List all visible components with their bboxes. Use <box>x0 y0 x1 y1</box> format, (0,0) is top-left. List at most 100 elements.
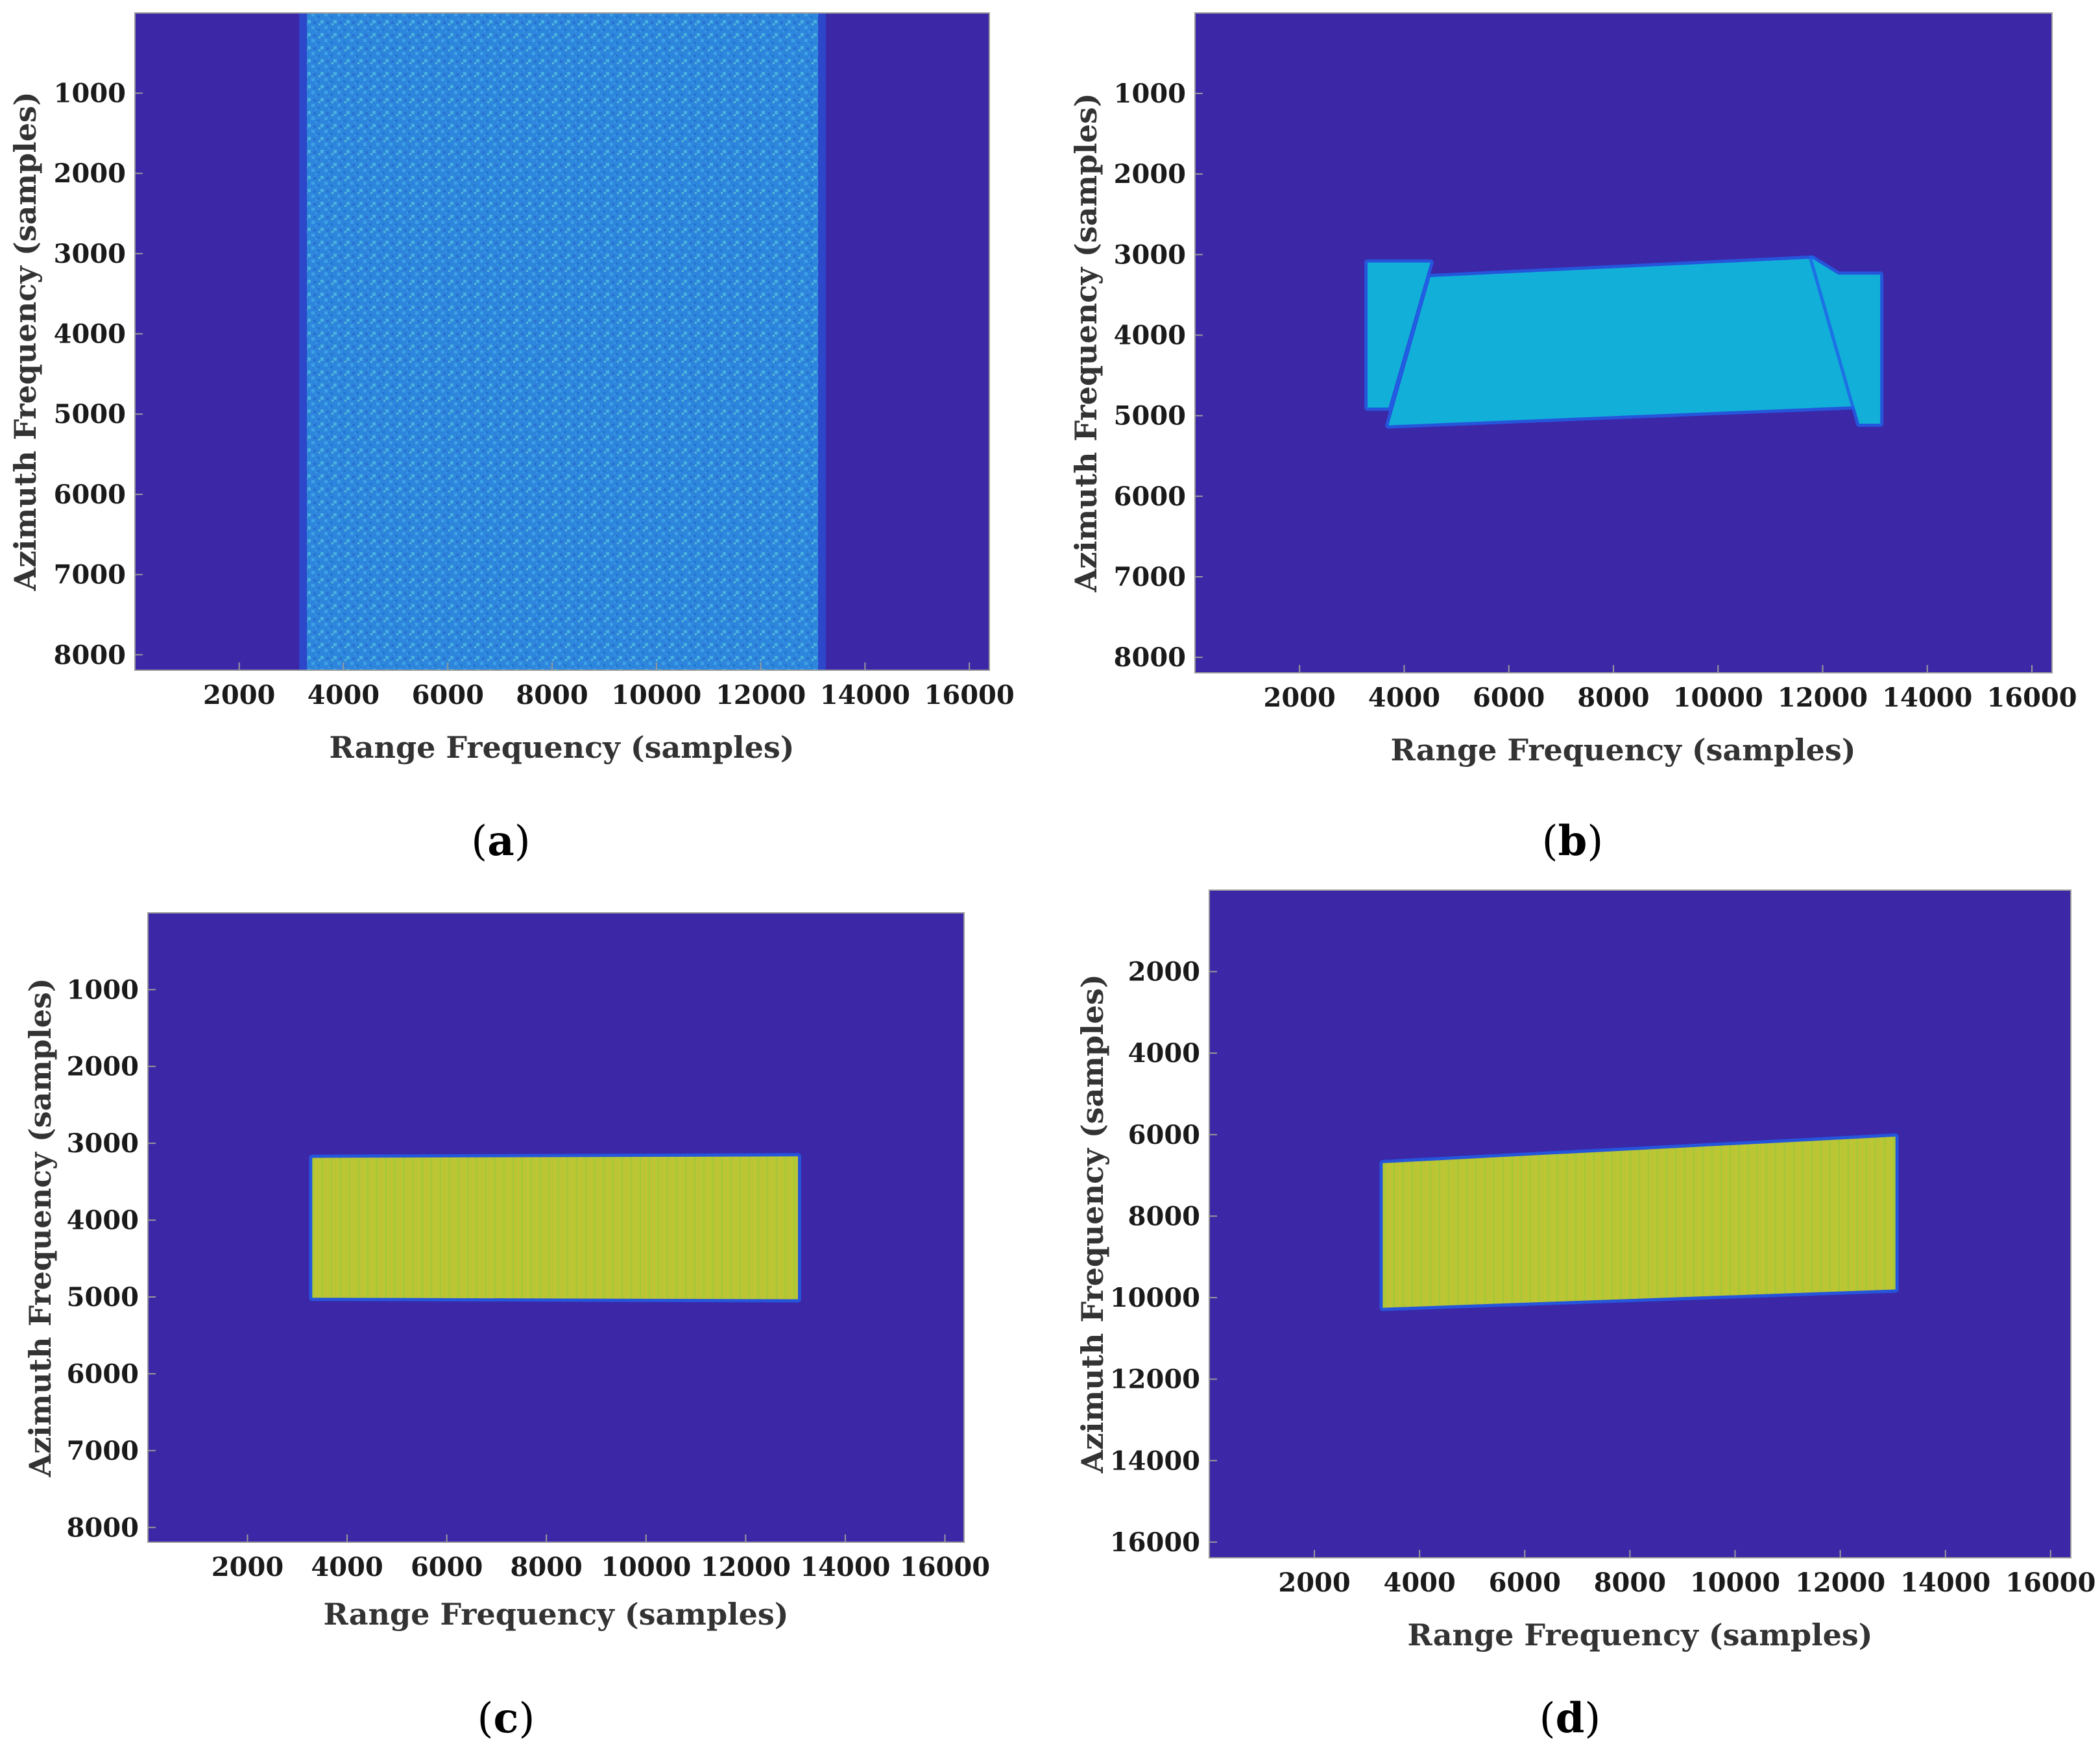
spectrum-region <box>312 1156 798 1300</box>
y-tick-label: 6000 <box>1128 1120 1200 1150</box>
spectrum-region <box>1812 258 1881 424</box>
x-axis-label: Range Frequency (samples) <box>1407 1617 1872 1652</box>
y-tick-label: 3000 <box>67 1128 139 1159</box>
panel-label: (d) <box>1539 1694 1601 1743</box>
x-ticks: 2000 4000 6000 8000 10000 12000 14000 16000 <box>1278 1550 2095 1598</box>
y-tick-label: 8000 <box>54 640 126 670</box>
panel-d: 2000 4000 6000 8000 10000 12000 14000 16000 200… <box>1075 890 2095 1743</box>
x-tick-label: 8000 <box>1577 683 1649 713</box>
y-tick-label: 4000 <box>1128 1038 1200 1069</box>
y-tick-label: 4000 <box>54 319 126 350</box>
x-tick-label: 4000 <box>1368 683 1440 713</box>
y-tick-label: 3000 <box>54 239 126 269</box>
y-tick-label: 16000 <box>1110 1527 1200 1558</box>
regions <box>299 13 827 670</box>
y-tick-label: 5000 <box>1114 401 1186 431</box>
x-tick-label: 14000 <box>820 680 910 710</box>
y-tick-label: 5000 <box>54 399 126 430</box>
x-tick-label: 6000 <box>1473 683 1545 713</box>
y-tick-label: 7000 <box>54 560 126 590</box>
panel-letter: b <box>1558 817 1587 865</box>
y-tick-label: 2000 <box>54 158 126 189</box>
y-tick-label: 6000 <box>1114 481 1186 512</box>
panel-label: (b) <box>1542 817 1604 865</box>
x-axis-label: Range Frequency (samples) <box>329 730 794 765</box>
x-axis-label: Range Frequency (samples) <box>1390 732 1855 768</box>
x-tick-label: 12000 <box>716 680 806 710</box>
x-tick-label: 4000 <box>1383 1567 1455 1598</box>
y-tick-label: 8000 <box>1128 1201 1200 1231</box>
x-tick-label: 8000 <box>516 680 588 710</box>
y-tick-label: 7000 <box>1114 562 1186 592</box>
y-axis-label: Azimuth Frequency (samples) <box>8 91 43 591</box>
plot-frame <box>134 12 990 671</box>
x-ticks: 2000 4000 6000 8000 10000 12000 14000 16000 <box>1264 665 2077 713</box>
x-tick-label: 8000 <box>511 1552 583 1582</box>
x-tick-label: 4000 <box>308 680 380 710</box>
y-tick-label: 1000 <box>1114 79 1186 109</box>
x-tick-label: 16000 <box>2005 1567 2095 1598</box>
y-tick-label: 6000 <box>54 479 126 510</box>
y-tick-label: 8000 <box>67 1512 139 1543</box>
panel-letter: d <box>1556 1694 1585 1743</box>
y-axis-label: Azimuth Frequency (samples) <box>23 978 58 1477</box>
y-tick-label: 3000 <box>1114 239 1186 270</box>
y-tick-label: 2000 <box>1114 159 1186 189</box>
x-tick-label: 12000 <box>701 1552 791 1582</box>
x-tick-label: 14000 <box>1900 1567 1990 1598</box>
y-tick-label: 7000 <box>67 1436 139 1466</box>
y-tick-label: 1000 <box>67 974 139 1005</box>
x-tick-label: 6000 <box>411 1552 483 1582</box>
x-tick-label: 6000 <box>412 680 484 710</box>
x-axis-label: Range Frequency (samples) <box>323 1597 788 1632</box>
y-tick-label: 8000 <box>1114 642 1186 673</box>
x-tick-label: 12000 <box>1778 683 1868 713</box>
regions <box>309 1153 801 1303</box>
x-tick-label: 16000 <box>900 1552 990 1582</box>
y-tick-label: 12000 <box>1110 1364 1200 1395</box>
x-tick-label: 6000 <box>1489 1567 1561 1598</box>
panel-a: 1000 2000 3000 4000 5000 6000 7000 8000 2000 400… <box>8 12 1015 865</box>
plot-frame <box>1209 890 2071 1558</box>
x-ticks: 2000 4000 6000 8000 10000 12000 14000 16000 <box>203 662 1015 710</box>
x-ticks: 2000 4000 6000 8000 10000 12000 14000 16000 <box>211 1534 990 1582</box>
y-ticks: 1000 2000 3000 4000 5000 6000 7000 8000 <box>54 79 143 670</box>
y-ticks: 1000 2000 3000 4000 5000 6000 7000 8000 <box>1114 79 1203 673</box>
x-tick-label: 16000 <box>924 680 1015 710</box>
panel-b: 1000 2000 3000 4000 5000 6000 7000 8000 2000 400… <box>1068 12 2077 865</box>
plot-frame <box>147 912 965 1543</box>
panel-letter: c <box>494 1694 519 1743</box>
panel-c: 1000 2000 3000 4000 5000 6000 7000 8000 2000 400… <box>23 912 990 1743</box>
x-tick-label: 2000 <box>1278 1567 1350 1598</box>
y-axis-label: Azimuth Frequency (samples) <box>1068 93 1104 592</box>
regions <box>1364 255 1884 429</box>
y-tick-label: 14000 <box>1110 1446 1200 1476</box>
x-tick-label: 4000 <box>311 1552 383 1582</box>
y-tick-label: 10000 <box>1110 1283 1200 1313</box>
plot-frame <box>1194 12 2053 673</box>
y-tick-label: 2000 <box>67 1052 139 1082</box>
spectrum-region <box>1368 262 1430 408</box>
spectrum-region <box>1382 1136 1896 1308</box>
x-tick-label: 8000 <box>1594 1567 1666 1598</box>
x-tick-label: 10000 <box>1690 1567 1780 1598</box>
x-tick-label: 2000 <box>203 680 275 710</box>
x-tick-label: 10000 <box>611 680 701 710</box>
panel-letter: a <box>487 817 514 865</box>
x-tick-label: 16000 <box>1986 683 2077 713</box>
y-ticks: 1000 2000 3000 4000 5000 6000 7000 8000 <box>67 974 156 1543</box>
y-ticks: 2000 4000 6000 8000 10000 12000 14000 16000 <box>1110 957 1217 1558</box>
x-tick-label: 14000 <box>1882 683 1972 713</box>
y-tick-label: 4000 <box>1114 321 1186 351</box>
y-tick-label: 5000 <box>67 1282 139 1313</box>
x-tick-label: 2000 <box>1264 683 1336 713</box>
y-tick-label: 4000 <box>67 1205 139 1236</box>
x-tick-label: 2000 <box>211 1552 284 1582</box>
x-tick-label: 10000 <box>601 1552 691 1582</box>
y-tick-label: 2000 <box>1128 957 1200 987</box>
panel-label: (c) <box>477 1694 535 1743</box>
x-tick-label: 10000 <box>1673 683 1763 713</box>
regions <box>1379 1133 1899 1311</box>
x-tick-label: 14000 <box>800 1552 890 1582</box>
